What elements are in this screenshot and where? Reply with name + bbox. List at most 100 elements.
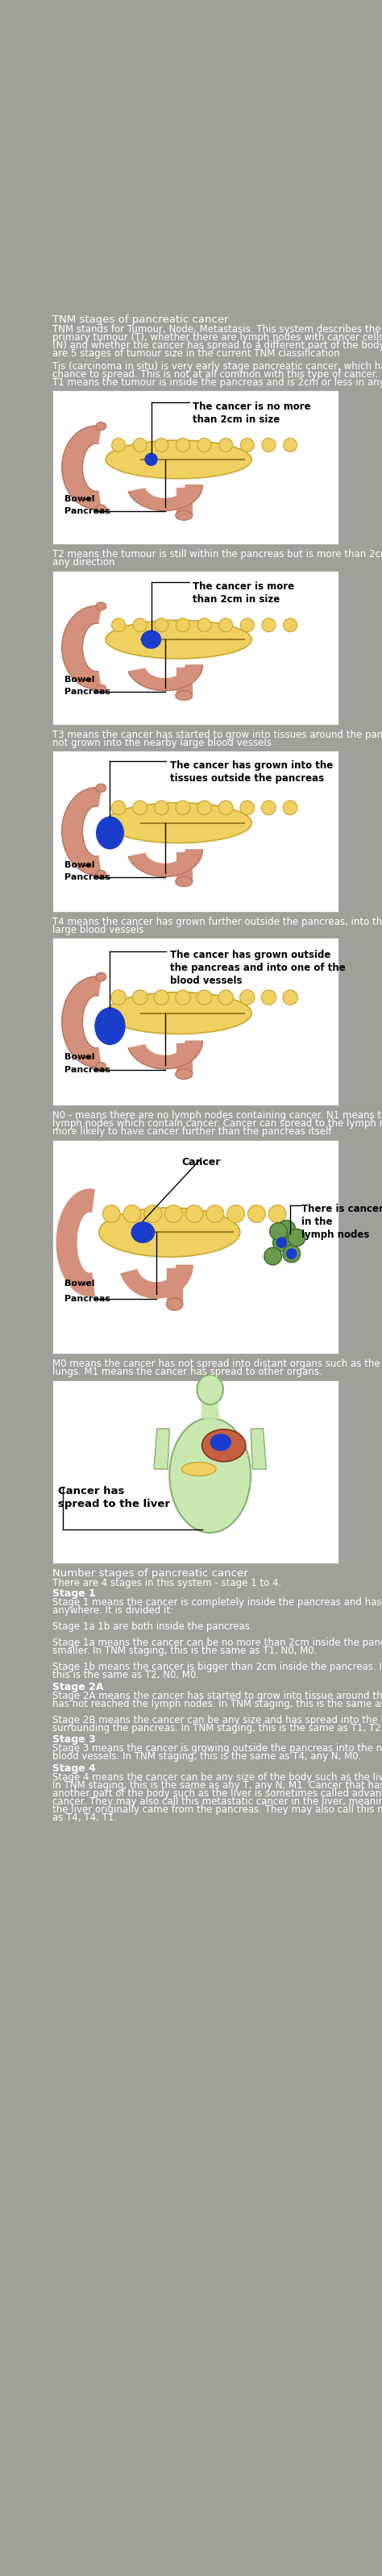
Text: more likely to have cancer further than the pancreas itself: more likely to have cancer further than …: [53, 1126, 332, 1136]
Text: Stage 2A: Stage 2A: [53, 1682, 104, 1692]
Circle shape: [283, 989, 298, 1005]
Text: Stage 3 means the cancer is growing outside the pancreas into the nearby large: Stage 3 means the cancer is growing outs…: [53, 1744, 382, 1754]
Polygon shape: [62, 425, 101, 510]
Circle shape: [262, 438, 275, 451]
Circle shape: [133, 801, 147, 814]
Ellipse shape: [96, 685, 106, 693]
Text: Stage 4 means the cancer can be any size of the body such as the liver or lungs.: Stage 4 means the cancer can be any size…: [53, 1772, 382, 1783]
Circle shape: [240, 618, 254, 631]
Text: There are 4 stages in this system - stage 1 to 4.: There are 4 stages in this system - stag…: [53, 1577, 282, 1587]
Circle shape: [155, 438, 168, 451]
Text: Number stages of pancreatic cancer: Number stages of pancreatic cancer: [53, 1569, 248, 1579]
Polygon shape: [57, 1190, 94, 1296]
Circle shape: [154, 989, 169, 1005]
Circle shape: [270, 1224, 287, 1239]
Circle shape: [133, 989, 147, 1005]
Ellipse shape: [106, 804, 252, 842]
Ellipse shape: [96, 783, 106, 793]
Polygon shape: [62, 788, 101, 876]
Polygon shape: [251, 1430, 266, 1468]
Circle shape: [262, 801, 276, 814]
FancyBboxPatch shape: [53, 1381, 339, 1564]
Ellipse shape: [96, 817, 123, 850]
Circle shape: [133, 438, 147, 451]
Circle shape: [144, 1206, 162, 1224]
Circle shape: [103, 1206, 120, 1224]
Text: Bowel: Bowel: [64, 1280, 94, 1288]
Circle shape: [248, 1206, 265, 1224]
Text: There is cancer
in the
lymph nodes: There is cancer in the lymph nodes: [301, 1203, 382, 1239]
Circle shape: [219, 618, 233, 631]
Polygon shape: [154, 1430, 170, 1468]
Circle shape: [111, 989, 126, 1005]
Circle shape: [219, 438, 233, 451]
Circle shape: [186, 1206, 203, 1224]
Circle shape: [240, 438, 254, 451]
Ellipse shape: [96, 505, 106, 513]
Text: Stage 2B means the cancer can be any size and has spread into the lymph nodes: Stage 2B means the cancer can be any siz…: [53, 1716, 382, 1726]
Circle shape: [112, 438, 125, 451]
Circle shape: [269, 1206, 286, 1224]
Ellipse shape: [175, 690, 193, 701]
Text: lymph nodes which contain cancer. Cancer can spread to the lymph nodes and is: lymph nodes which contain cancer. Cancer…: [53, 1118, 382, 1128]
Circle shape: [273, 1234, 290, 1252]
Circle shape: [240, 989, 255, 1005]
Ellipse shape: [96, 974, 106, 981]
Text: (N) and whether the cancer has spread to a different part of the body (M). There: (N) and whether the cancer has spread to…: [53, 340, 382, 350]
Text: TNM stands for Tumour, Node, Metastasis. This system describes the size of a: TNM stands for Tumour, Node, Metastasis.…: [53, 325, 382, 335]
Text: not grown into the nearby large blood vessels: not grown into the nearby large blood ve…: [53, 737, 272, 747]
Polygon shape: [176, 487, 192, 515]
Text: Stage 1b means the cancer is bigger than 2cm inside the pancreas. In TNM staging: Stage 1b means the cancer is bigger than…: [53, 1662, 382, 1672]
Circle shape: [283, 1244, 300, 1262]
Circle shape: [288, 1229, 305, 1247]
Text: Stage 1 means the cancer is completely inside the pancreas and has not spread: Stage 1 means the cancer is completely i…: [53, 1597, 382, 1607]
Circle shape: [112, 801, 126, 814]
Circle shape: [154, 801, 168, 814]
Text: Stage 1a means the cancer can be no more than 2cm inside the pancreas and is: Stage 1a means the cancer can be no more…: [53, 1638, 382, 1649]
Polygon shape: [62, 976, 101, 1066]
Ellipse shape: [182, 1463, 216, 1476]
Circle shape: [155, 618, 168, 631]
Circle shape: [175, 989, 190, 1005]
Circle shape: [240, 801, 254, 814]
Circle shape: [277, 1236, 286, 1247]
Circle shape: [219, 989, 233, 1005]
Circle shape: [286, 1249, 296, 1260]
Ellipse shape: [175, 510, 193, 520]
Text: chance to spread. This is not at all common with this type of cancer.: chance to spread. This is not at all com…: [53, 368, 379, 379]
Text: Stage 2A means the cancer has started to grow into tissue around the pancreas bu: Stage 2A means the cancer has started to…: [53, 1690, 382, 1700]
Circle shape: [197, 438, 211, 451]
Circle shape: [219, 801, 233, 814]
Text: Pancreas: Pancreas: [64, 873, 110, 881]
Circle shape: [112, 618, 125, 631]
Circle shape: [283, 438, 297, 451]
Text: Stage 4: Stage 4: [53, 1762, 96, 1772]
Ellipse shape: [106, 621, 252, 659]
Ellipse shape: [170, 1417, 251, 1533]
FancyBboxPatch shape: [53, 1139, 339, 1355]
Text: In TNM staging, this is the same as any T, any N, M1. Cancer that has spread to: In TNM staging, this is the same as any …: [53, 1780, 382, 1790]
Text: the liver originally came from the pancreas. They may also call this metastatic : the liver originally came from the pancr…: [53, 1803, 382, 1814]
Text: Cancer: Cancer: [182, 1157, 221, 1167]
FancyBboxPatch shape: [53, 569, 339, 724]
FancyBboxPatch shape: [53, 750, 339, 912]
Circle shape: [264, 1247, 282, 1265]
Circle shape: [227, 1206, 244, 1224]
Ellipse shape: [106, 440, 252, 479]
Text: Pancreas: Pancreas: [64, 1296, 110, 1303]
Text: primary tumour (T), whether there are lymph nodes with cancer cells in them: primary tumour (T), whether there are ly…: [53, 332, 382, 343]
Polygon shape: [201, 1401, 219, 1419]
Polygon shape: [128, 665, 202, 690]
Circle shape: [278, 1221, 295, 1236]
Circle shape: [262, 618, 275, 631]
Text: large blood vessels: large blood vessels: [53, 925, 144, 935]
Text: Bowel: Bowel: [64, 495, 94, 502]
Polygon shape: [128, 850, 202, 876]
Text: Stage 1a 1b are both inside the pancreas.: Stage 1a 1b are both inside the pancreas…: [53, 1620, 253, 1633]
Text: N0 - means there are no lymph nodes containing cancer. N1 means there are: N0 - means there are no lymph nodes cont…: [53, 1110, 382, 1121]
Text: The cancer is more
than 2cm in size: The cancer is more than 2cm in size: [193, 582, 295, 605]
Circle shape: [133, 618, 147, 631]
Polygon shape: [62, 605, 101, 690]
Ellipse shape: [99, 1208, 240, 1257]
FancyBboxPatch shape: [53, 392, 339, 544]
